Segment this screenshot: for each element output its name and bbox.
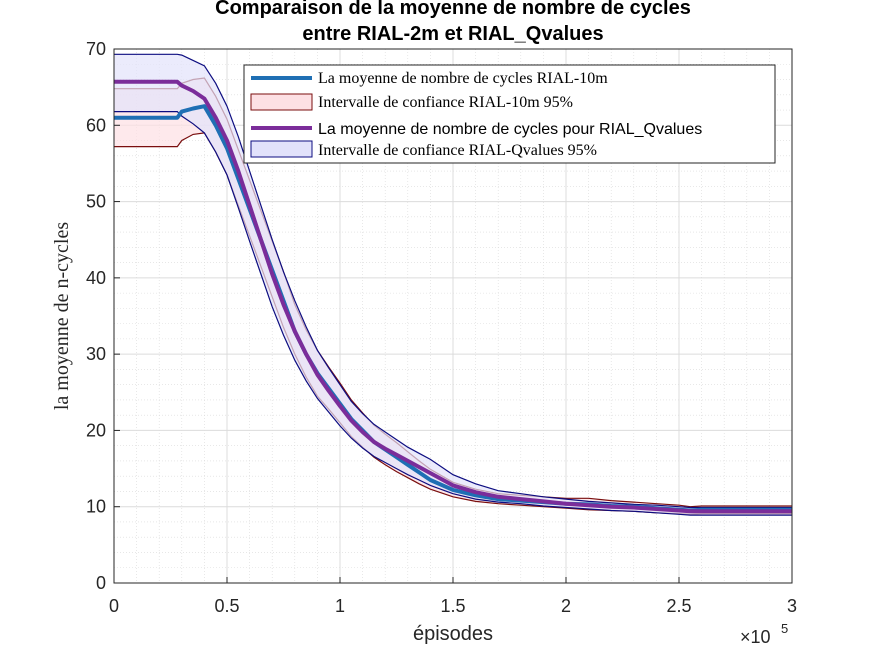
chart-title-line-2: entre RIAL-2m et RIAL_Qvalues	[302, 23, 603, 45]
legend-label-band-2: Intervalle de confiance RIAL-Qvalues 95%	[318, 142, 597, 159]
x-tick-label: 0.5	[214, 596, 239, 616]
mean-lines	[114, 79, 792, 514]
x-axis-ticks: 0 0.5 1 1.5 2 2.5 3	[109, 577, 797, 616]
y-tick-label: 70	[86, 39, 106, 59]
x-tick-label: 1	[335, 596, 345, 616]
legend: La moyenne de nombre de cycles RIAL-10m …	[243, 64, 776, 164]
x-axis-label: épisodes	[413, 623, 493, 645]
x-tick-label: 2.5	[666, 596, 691, 616]
x-tick-label: 1.5	[440, 596, 465, 616]
legend-box	[243, 64, 776, 164]
y-tick-label: 10	[86, 497, 106, 517]
band-lower-edge-2	[114, 111, 792, 516]
y-tick-label: 30	[86, 344, 106, 364]
legend-swatch-band-1	[250, 93, 313, 111]
x-tick-label: 3	[787, 596, 797, 616]
y-tick-label: 40	[86, 268, 106, 288]
legend-label-band-1: Intervalle de confiance RIAL-10m 95%	[318, 94, 573, 111]
y-tick-label: 50	[86, 192, 106, 212]
y-axis-label: la moyenne de n-cycles	[51, 222, 73, 410]
confidence-bands	[114, 53, 792, 516]
legend-swatch-band-2	[250, 140, 313, 158]
chart-title-line-1: Comparaison de la moyenne de nombre de c…	[215, 0, 691, 19]
confidence-band-2	[114, 54, 792, 516]
x-tick-label: 0	[109, 596, 119, 616]
legend-label-series-2: La moyenne de nombre de cycles pour RIAL…	[318, 121, 702, 138]
y-tick-label: 0	[96, 573, 106, 593]
x-exponent-power: 5	[781, 621, 788, 636]
x-tick-label: 2	[561, 596, 571, 616]
x-exponent-base: ×10	[740, 627, 771, 647]
mean-line-2	[114, 79, 792, 514]
band-upper-edge-2	[114, 53, 792, 509]
y-tick-label: 20	[86, 420, 106, 440]
legend-label-series-1: La moyenne de nombre de cycles RIAL-10m	[318, 70, 608, 87]
confidence-band-1	[114, 78, 792, 515]
y-tick-label: 60	[86, 115, 106, 135]
y-axis-ticks: 0 10 20 30 40 50 60 70	[86, 39, 120, 593]
